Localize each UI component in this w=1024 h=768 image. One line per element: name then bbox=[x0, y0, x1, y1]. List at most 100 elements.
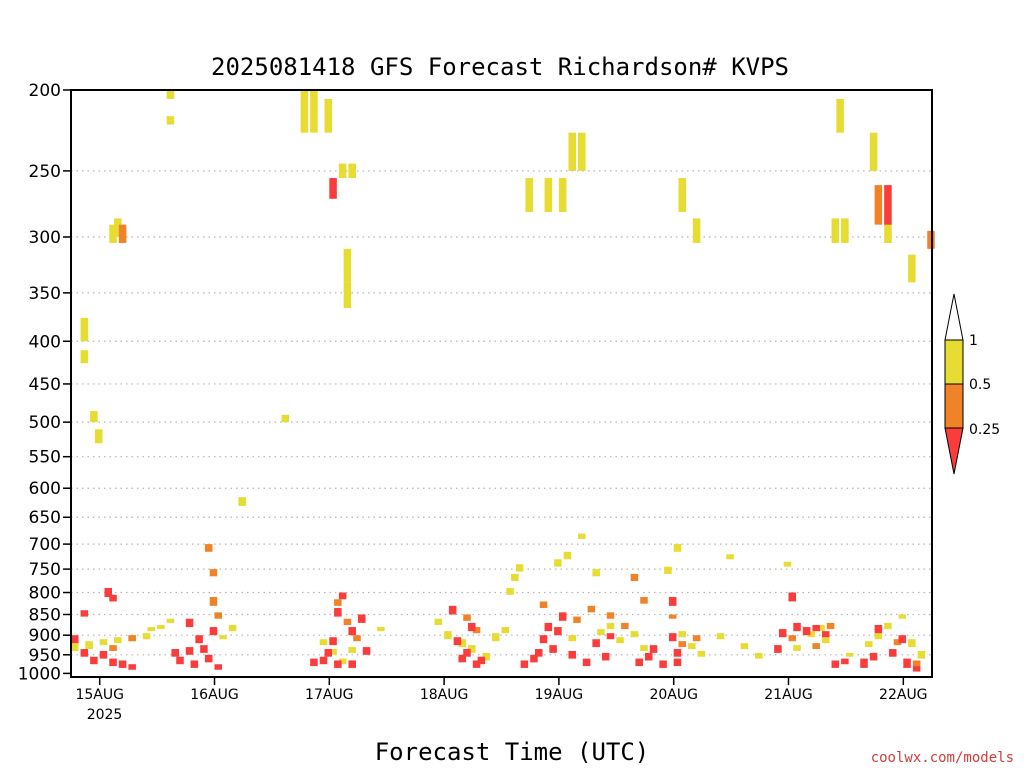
heatmap-cell bbox=[845, 652, 854, 657]
heatmap-cell bbox=[114, 637, 122, 644]
heatmap-cell bbox=[812, 643, 820, 650]
heatmap-cell bbox=[578, 533, 586, 539]
heatmap-cell bbox=[673, 658, 682, 667]
x-tick-label: 17AUG bbox=[305, 687, 354, 703]
heatmap-cell bbox=[334, 608, 342, 617]
heatmap-cell bbox=[826, 622, 835, 630]
heatmap-cell bbox=[912, 660, 921, 667]
heatmap-cell bbox=[755, 652, 763, 659]
heatmap-cell bbox=[659, 660, 667, 668]
heatmap-cell bbox=[740, 643, 749, 650]
heatmap-cell bbox=[99, 650, 108, 659]
heatmap-cell bbox=[329, 637, 337, 646]
legend-over-arrow bbox=[944, 293, 964, 341]
heatmap-cell bbox=[319, 639, 328, 646]
heatmap-cell bbox=[678, 641, 687, 648]
y-tick-label: 250 bbox=[29, 162, 61, 182]
heatmap-cell bbox=[812, 624, 820, 632]
y-axis: 200 250 300 350 400 450 500 550 600 650 700 750 8008… bbox=[18, 81, 71, 684]
heatmap-cell bbox=[343, 248, 352, 283]
heatmap-cell bbox=[788, 635, 797, 642]
heatmap-cell bbox=[630, 631, 639, 638]
heatmap-cell bbox=[788, 592, 797, 602]
heatmap-cell bbox=[71, 643, 79, 651]
heatmap-cell bbox=[568, 132, 577, 171]
heatmap-cell bbox=[204, 544, 213, 552]
heatmap-cell bbox=[534, 649, 543, 657]
x-tick-label: 15AUG bbox=[75, 687, 124, 703]
heatmap-cell bbox=[592, 569, 600, 577]
plot-area bbox=[70, 89, 935, 678]
heatmap-cell bbox=[195, 635, 203, 644]
heatmap-cell bbox=[348, 660, 356, 668]
heatmap-cell bbox=[209, 597, 218, 606]
heatmap-cell bbox=[109, 658, 117, 667]
heatmap-cell bbox=[640, 597, 648, 604]
heatmap-cell bbox=[166, 116, 175, 125]
heatmap-cell bbox=[841, 218, 849, 243]
legend-swatch bbox=[944, 383, 964, 429]
heatmap-cell bbox=[118, 660, 127, 668]
heatmap-cell bbox=[568, 650, 577, 659]
heatmap-cell bbox=[80, 649, 89, 657]
heatmap-cell bbox=[448, 605, 457, 615]
heatmap-cell bbox=[630, 573, 639, 581]
heatmap-cell bbox=[908, 254, 916, 283]
heatmap-cell bbox=[869, 132, 878, 171]
heatmap-cell bbox=[601, 652, 610, 661]
heatmap-cell bbox=[80, 610, 89, 617]
heatmap-cell bbox=[874, 624, 883, 634]
heatmap-cell bbox=[324, 649, 333, 657]
heatmap-cell bbox=[491, 633, 500, 642]
heatmap-cell bbox=[874, 185, 883, 225]
heatmap-cell bbox=[463, 614, 471, 621]
legend: 1 0.5 0.25 bbox=[944, 293, 1000, 475]
heatmap-cell bbox=[841, 658, 849, 665]
heatmap-cell bbox=[343, 282, 352, 309]
heatmap-cell bbox=[343, 618, 352, 625]
heatmap-cell bbox=[539, 635, 548, 644]
y-tick-label: 600 bbox=[29, 479, 61, 499]
heatmap-cell bbox=[319, 656, 328, 665]
heatmap-cell bbox=[573, 616, 581, 623]
x-tick-label: 20AUG bbox=[649, 687, 698, 703]
heatmap-cell bbox=[142, 633, 151, 640]
y-tick-label: 350 bbox=[29, 284, 61, 304]
y-tick-label: 900 bbox=[29, 626, 61, 646]
heatmap-cell bbox=[128, 635, 136, 642]
heatmap-cell bbox=[80, 350, 89, 364]
heatmap-cell bbox=[310, 90, 318, 133]
heatmap-cell bbox=[238, 497, 246, 506]
heatmap-cell bbox=[774, 645, 782, 653]
heatmap-cell bbox=[506, 587, 514, 595]
y-tick-label: 550 bbox=[29, 448, 61, 468]
y-tick-label: 650 bbox=[29, 508, 61, 528]
heatmap-cell bbox=[592, 639, 600, 648]
heatmap-cell bbox=[329, 178, 337, 199]
heatmap-cell bbox=[893, 639, 902, 646]
heatmap-cell bbox=[898, 614, 907, 619]
heatmap-cell bbox=[554, 559, 562, 567]
heatmap-cell bbox=[200, 645, 208, 653]
heatmap-cell bbox=[549, 645, 557, 653]
heatmap-cell bbox=[334, 660, 342, 668]
y-tick-label: 200 bbox=[29, 81, 61, 101]
heatmap-cell bbox=[118, 224, 127, 243]
y-tick-label: 850 bbox=[29, 605, 61, 625]
heatmap-cell bbox=[209, 569, 218, 577]
y-tick-label: 450 bbox=[29, 375, 61, 395]
heatmap-cell bbox=[525, 178, 533, 212]
heatmap-cell bbox=[104, 587, 113, 598]
heatmap-cell bbox=[821, 637, 830, 644]
heatmap-cell bbox=[869, 652, 878, 661]
heatmap-cell bbox=[362, 647, 371, 655]
heatmap-cell bbox=[912, 666, 921, 672]
heatmap-cell bbox=[836, 98, 844, 133]
heatmap-cell bbox=[338, 658, 347, 665]
heatmap-cell bbox=[477, 656, 486, 665]
heatmap-cell bbox=[114, 218, 122, 237]
heatmap-cell bbox=[348, 627, 356, 636]
legend-under-arrow bbox=[944, 427, 964, 475]
heatmap-cell bbox=[348, 647, 356, 653]
heatmap-cell bbox=[338, 163, 347, 179]
